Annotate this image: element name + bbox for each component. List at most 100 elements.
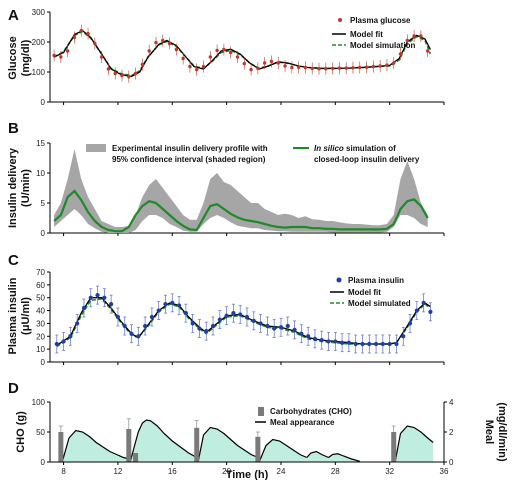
panel-d-xtick-label-24: 24 [277, 467, 286, 476]
legend-model-simulated: Model simulated [348, 299, 411, 308]
legend-meal: Meal appearance [270, 418, 335, 427]
glucose-point [276, 61, 280, 65]
glucose-point [378, 64, 382, 68]
panel-d: D CHO (g) Meal (mg/dl/min) 8 12 16 20 24 28 32… [8, 380, 508, 480]
insulin-point [401, 334, 406, 339]
insulin-point [251, 318, 256, 323]
insulin-point [197, 326, 202, 331]
insulin-point [129, 331, 134, 336]
panel-b-ylabel-line1: Insulin delivery [7, 147, 19, 228]
panel-b-ylabel-line2: (U/min) [20, 169, 32, 207]
panel-d-xtick-label-16: 16 [168, 467, 177, 476]
panel-c-legend: Plasma insulin Model fit Model simulated [330, 276, 411, 308]
glucose-point [65, 49, 70, 53]
panel-d-xtick-label-32: 32 [385, 467, 394, 476]
glucose-point [283, 64, 287, 68]
meal-appearance-line [394, 425, 434, 462]
legend-model-simulation: Model simulation [350, 41, 415, 50]
glucose-point [392, 61, 396, 65]
legend-sim-label-line2: closed-loop insulin delivery [314, 155, 420, 164]
legend-sim-label-italic: In silico [314, 144, 344, 153]
insulin-point [54, 341, 59, 347]
cho-bar [255, 436, 261, 462]
insulin-point [224, 313, 229, 318]
insulin-point [373, 341, 379, 347]
panel-c-ytick-label-30: 30 [36, 319, 45, 328]
glucose-point [324, 67, 328, 71]
glucose-point [181, 56, 185, 61]
panel-d-right-ytick-label-2: 2 [449, 428, 454, 437]
glucose-point [208, 55, 213, 59]
glucose-point [269, 59, 274, 64]
insulin-point [143, 323, 148, 329]
glucose-point [133, 71, 138, 76]
insulin-point [122, 323, 127, 329]
panel-a-ytick-label-100: 100 [32, 68, 46, 77]
meal-appearance-area [62, 430, 129, 462]
legend-plasma-insulin-marker [336, 277, 342, 283]
meal-appearance-area [259, 439, 307, 462]
meal-appearance-area [328, 453, 360, 462]
panel-d-xtick-label-8: 8 [61, 467, 66, 476]
legend-plasma-glucose-marker [338, 18, 342, 22]
insulin-point [136, 334, 141, 339]
insulin-point [333, 339, 338, 344]
insulin-point [88, 295, 93, 300]
glucose-point [337, 66, 342, 70]
panel-b: B Insulin delivery (U/min) 0 5 10 15 Experi… [7, 120, 445, 238]
glucose-point [419, 34, 423, 38]
glucose-point [398, 52, 403, 56]
insulin-point [278, 325, 284, 330]
glucose-point [262, 61, 267, 65]
glucose-point [59, 55, 63, 59]
insulin-point [190, 321, 195, 326]
glucose-point [317, 67, 321, 71]
meal-appearance-line [197, 426, 259, 462]
panel-c-ylabel-line1: Plasma insulin [7, 277, 19, 354]
meal-appearance-area [198, 427, 258, 462]
meal-appearance-line [61, 429, 129, 462]
glucose-point [167, 41, 172, 46]
insulin-point [163, 302, 168, 307]
glucose-point [296, 65, 301, 69]
glucose-point [106, 67, 111, 71]
panel-d-xlabel: Time (h) [226, 469, 269, 480]
legend-band-label-line2: 95% confidence interval (shaded region) [112, 155, 266, 164]
insulin-point [217, 317, 222, 322]
panel-d-ylabel: CHO (g) [15, 411, 27, 453]
insulin-point [306, 334, 311, 339]
panel-a-ytick-label-200: 200 [32, 38, 46, 47]
insulin-point [380, 341, 385, 347]
insulin-point [346, 340, 351, 345]
panel-b-ytick-label-15: 15 [36, 139, 45, 148]
panel-b-letter: B [8, 120, 19, 137]
glucose-point [79, 28, 83, 33]
panel-a-ytick-label-300: 300 [32, 8, 46, 17]
insulin-point [61, 339, 66, 344]
panel-c: C Plasma insulin (μU/ml) 0 10 20 30 40 50 60 70… [7, 252, 445, 367]
glucose-point [242, 61, 246, 66]
glucose-point [120, 73, 124, 78]
panel-c-ytick-label-10: 10 [36, 345, 45, 354]
insulin-point [176, 303, 182, 308]
insulin-point [319, 338, 324, 343]
insulin-point [421, 300, 426, 305]
glucose-point [99, 55, 104, 59]
meal-appearance-line [129, 419, 197, 462]
insulin-point [204, 329, 209, 334]
insulin-point [238, 312, 243, 317]
panel-d-ytick-label-0: 0 [41, 458, 46, 467]
insulin-point [312, 336, 318, 341]
panel-d-letter: D [8, 380, 19, 397]
glucose-point [127, 75, 131, 79]
panel-a-letter: A [8, 7, 19, 24]
meal-appearance-area [395, 426, 434, 462]
panel-b-ytick-label-5: 5 [41, 199, 46, 208]
panel-c-ytick-label-40: 40 [36, 307, 45, 316]
glucose-point [195, 67, 199, 72]
glucose-point [93, 41, 97, 46]
panel-d-xtick-label-28: 28 [331, 467, 340, 476]
panel-c-ytick-label-60: 60 [36, 281, 45, 290]
glucose-point [405, 38, 410, 43]
